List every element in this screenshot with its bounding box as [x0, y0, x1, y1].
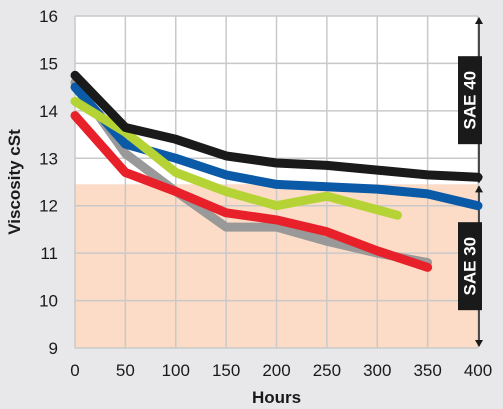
- band-label-1: SAE 30: [461, 237, 480, 296]
- range-arrowhead: [475, 185, 483, 193]
- x-tick-label: 350: [413, 361, 441, 380]
- x-tick-label: 250: [313, 361, 341, 380]
- x-tick-label: 0: [70, 361, 79, 380]
- range-arrowhead: [475, 340, 483, 347]
- series-line-2: [70, 96, 402, 220]
- series-line-3: [70, 111, 433, 272]
- y-tick-label: 9: [49, 339, 58, 358]
- band-label-box-1: [458, 222, 482, 311]
- x-axis-label: Hours: [252, 388, 301, 407]
- y-tick-label: 11: [40, 244, 58, 263]
- y-tick-label: 14: [39, 102, 58, 121]
- x-tick-label: 150: [212, 361, 240, 380]
- band-label-box-0: [458, 56, 482, 145]
- y-tick-label: 12: [39, 197, 58, 216]
- x-tick-label: 300: [363, 361, 391, 380]
- x-tick-label: 50: [116, 361, 135, 380]
- range-arrowhead: [475, 17, 483, 24]
- x-tick-label: 200: [262, 361, 290, 380]
- y-tick-label: 13: [39, 149, 58, 168]
- band-label-0: SAE 40: [461, 71, 480, 130]
- y-tick-label: 15: [39, 54, 58, 73]
- y-axis-label: Viscosity cSt: [5, 129, 24, 235]
- y-tick-label: 16: [39, 7, 58, 26]
- x-tick-label: 400: [464, 361, 492, 380]
- y-tick-label: 10: [39, 292, 58, 311]
- x-tick-label: 100: [162, 361, 190, 380]
- series-line-4: [70, 70, 483, 182]
